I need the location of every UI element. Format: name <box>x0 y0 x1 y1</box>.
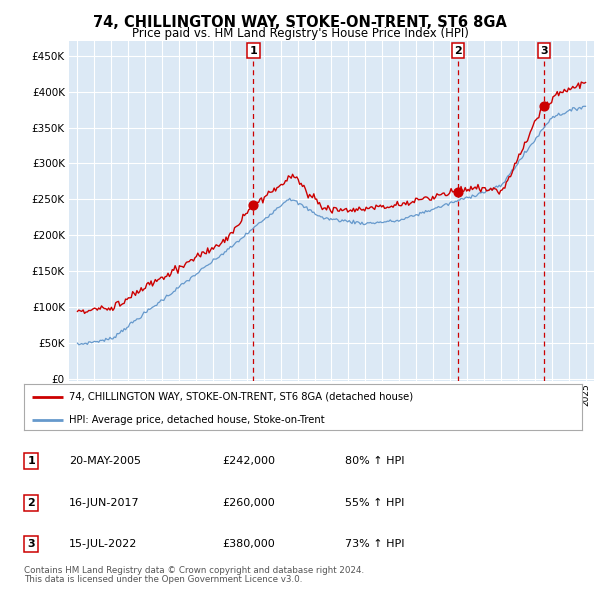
Text: £242,000: £242,000 <box>222 457 275 466</box>
Text: HPI: Average price, detached house, Stoke-on-Trent: HPI: Average price, detached house, Stok… <box>68 415 324 425</box>
Text: 1: 1 <box>250 45 257 55</box>
Text: 20-MAY-2005: 20-MAY-2005 <box>69 457 141 466</box>
Text: 3: 3 <box>540 45 548 55</box>
Text: 74, CHILLINGTON WAY, STOKE-ON-TRENT, ST6 8GA (detached house): 74, CHILLINGTON WAY, STOKE-ON-TRENT, ST6… <box>68 392 413 402</box>
Text: 74, CHILLINGTON WAY, STOKE-ON-TRENT, ST6 8GA: 74, CHILLINGTON WAY, STOKE-ON-TRENT, ST6… <box>93 15 507 30</box>
Text: 2: 2 <box>28 498 35 507</box>
Text: Price paid vs. HM Land Registry's House Price Index (HPI): Price paid vs. HM Land Registry's House … <box>131 27 469 40</box>
Text: £380,000: £380,000 <box>222 539 275 549</box>
Text: 1: 1 <box>28 457 35 466</box>
Text: £260,000: £260,000 <box>222 498 275 507</box>
Text: 2: 2 <box>454 45 462 55</box>
Text: 80% ↑ HPI: 80% ↑ HPI <box>345 457 404 466</box>
Point <box>248 201 258 210</box>
Text: 3: 3 <box>28 539 35 549</box>
Text: Contains HM Land Registry data © Crown copyright and database right 2024.: Contains HM Land Registry data © Crown c… <box>24 566 364 575</box>
Text: 16-JUN-2017: 16-JUN-2017 <box>69 498 140 507</box>
Point <box>453 188 463 197</box>
Point <box>539 101 548 111</box>
Text: 73% ↑ HPI: 73% ↑ HPI <box>345 539 404 549</box>
Text: 55% ↑ HPI: 55% ↑ HPI <box>345 498 404 507</box>
Text: This data is licensed under the Open Government Licence v3.0.: This data is licensed under the Open Gov… <box>24 575 302 584</box>
Text: 15-JUL-2022: 15-JUL-2022 <box>69 539 137 549</box>
